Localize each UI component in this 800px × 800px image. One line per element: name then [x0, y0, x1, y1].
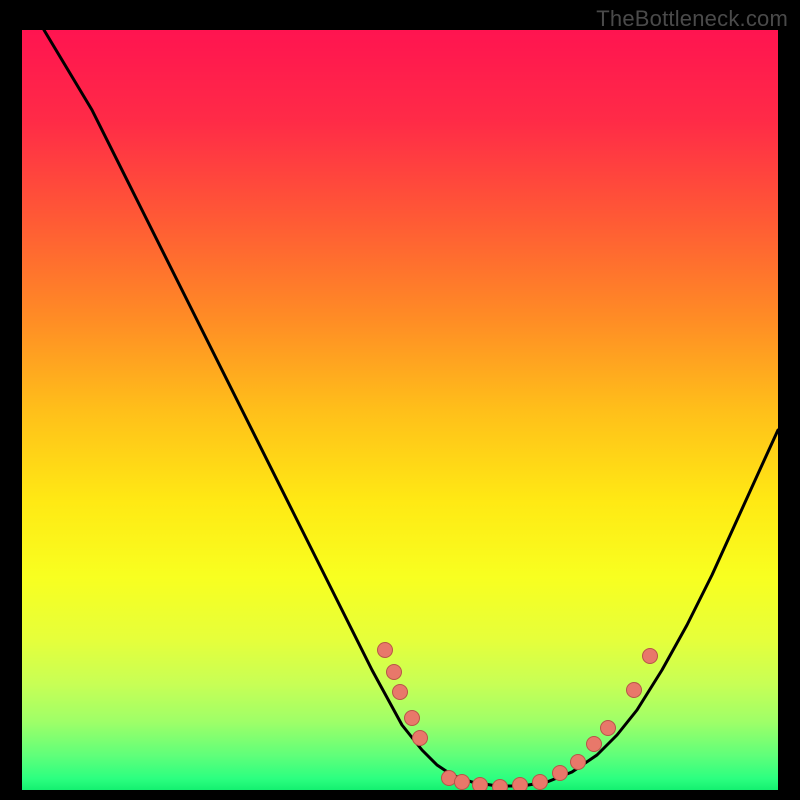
marker-dot [493, 780, 508, 791]
marker-dot [587, 737, 602, 752]
marker-dot [513, 778, 528, 791]
marker-dot [473, 778, 488, 791]
marker-dot [627, 683, 642, 698]
marker-dot [393, 685, 408, 700]
marker-dot [378, 643, 393, 658]
plot-area [22, 30, 778, 790]
curve-line [44, 30, 778, 786]
marker-dot [533, 775, 548, 790]
markers-group [378, 643, 658, 791]
marker-dot [387, 665, 402, 680]
marker-dot [553, 766, 568, 781]
marker-dot [405, 711, 420, 726]
marker-dot [455, 775, 470, 790]
marker-dot [643, 649, 658, 664]
marker-dot [413, 731, 428, 746]
marker-dot [601, 721, 616, 736]
curve-layer [22, 30, 778, 790]
watermark-text: TheBottleneck.com [596, 6, 788, 32]
marker-dot [571, 755, 586, 770]
chart-frame: TheBottleneck.com [0, 0, 800, 800]
